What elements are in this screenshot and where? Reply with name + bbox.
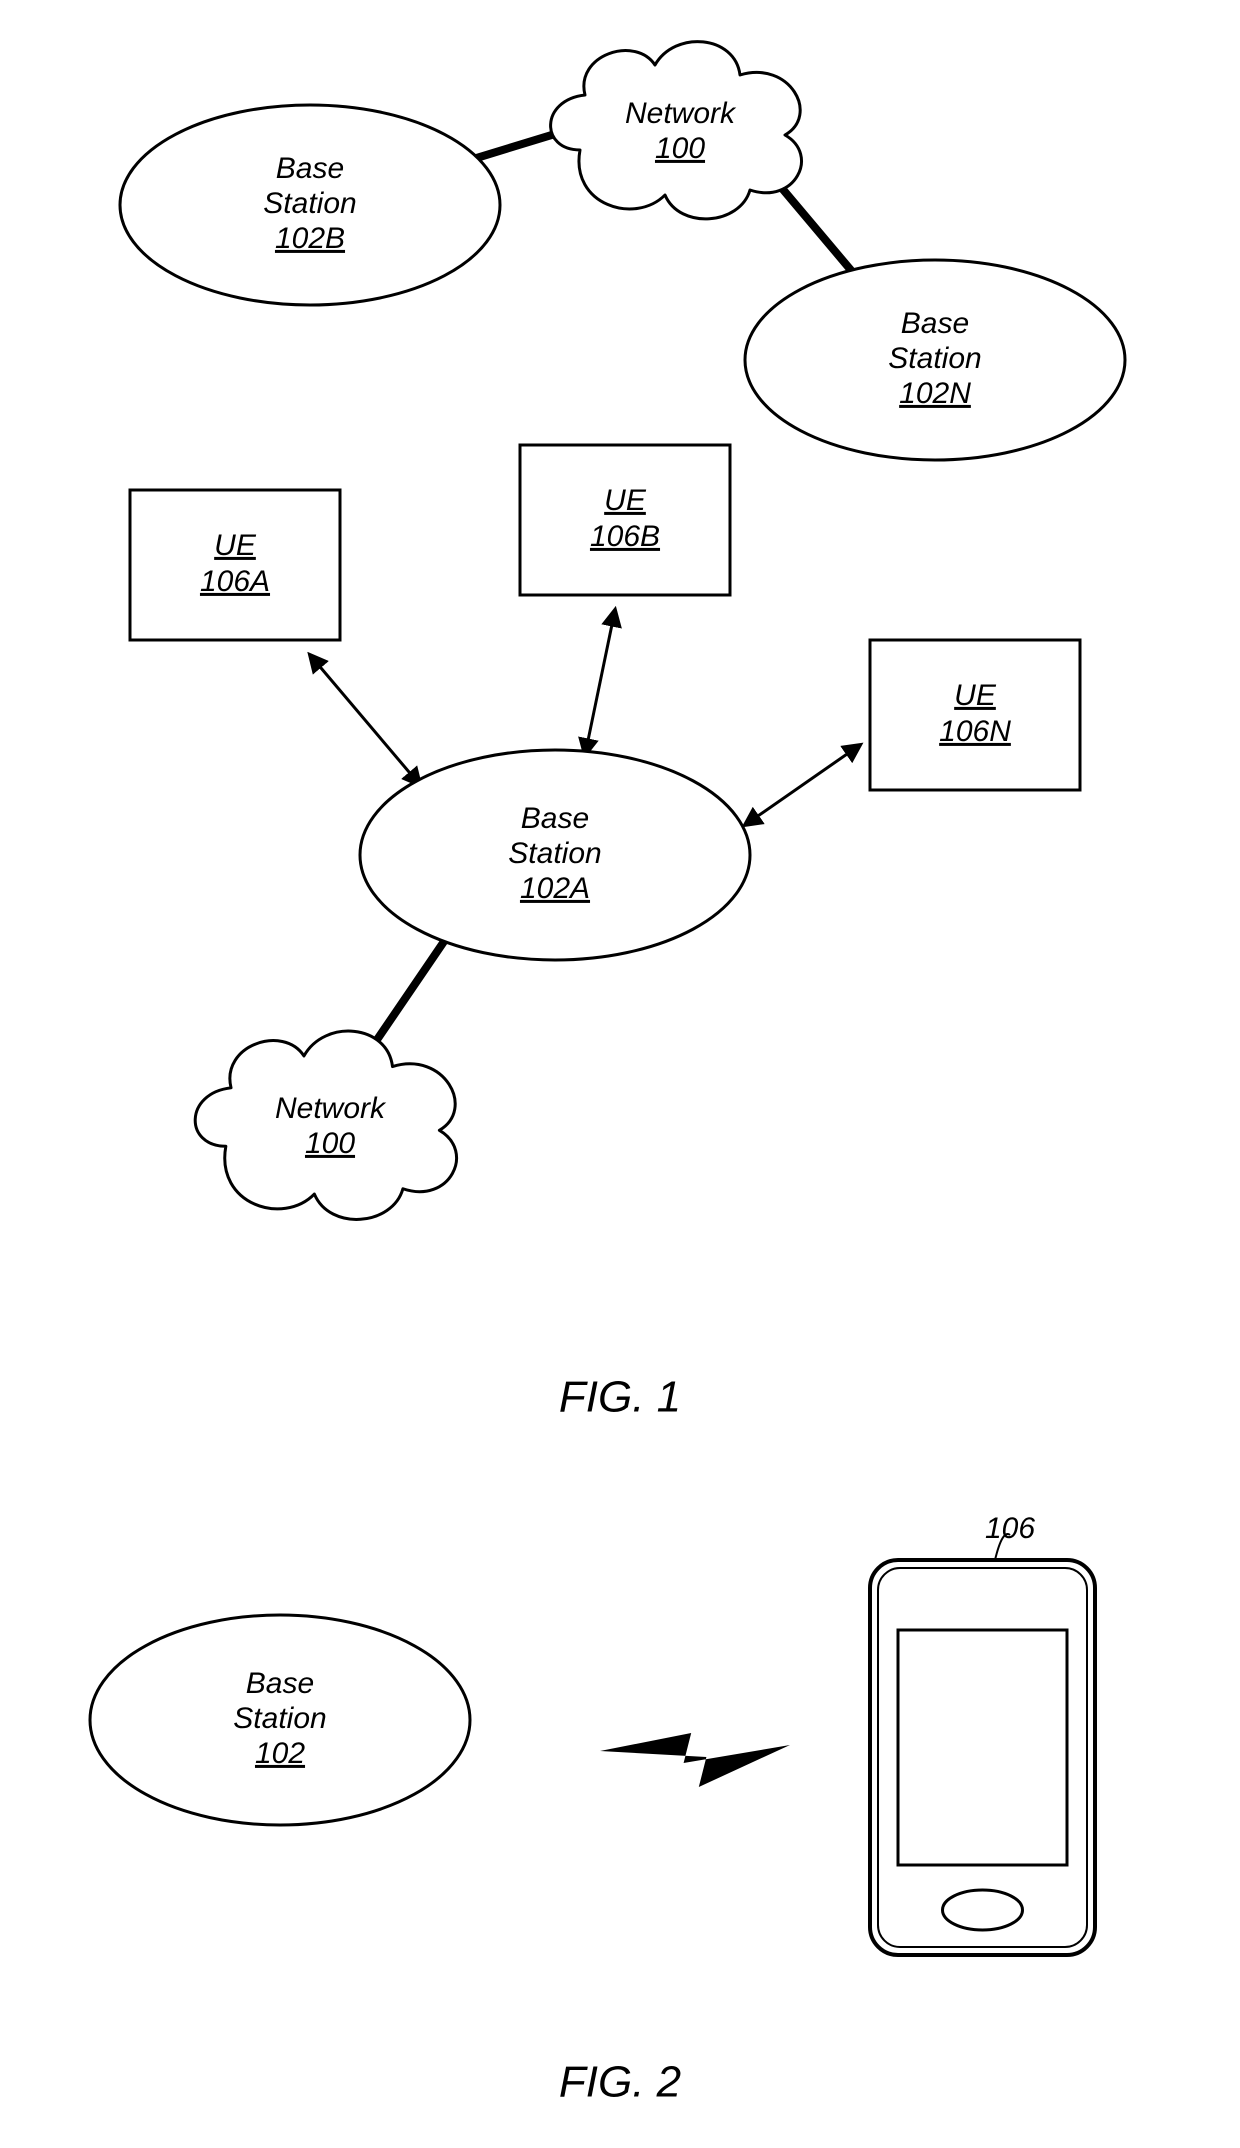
bs-102-l1: Base	[246, 1667, 314, 1700]
phone-screen	[898, 1630, 1067, 1865]
bs-102n-ref: 102N	[899, 377, 971, 410]
network-cloud-bottom	[195, 1031, 456, 1219]
bs-102a-ref: 102A	[520, 872, 590, 905]
wireless-link-arrow	[745, 745, 860, 825]
wireless-link-arrow	[310, 655, 420, 785]
network-cloud-top	[551, 42, 802, 219]
bs-102-l2: Station	[233, 1702, 326, 1735]
ue-106a-label: UE	[214, 529, 257, 562]
phone-ref: 106	[985, 1512, 1035, 1545]
fig2-caption: FIG. 2	[559, 2058, 681, 2107]
bs-102n-l1: Base	[901, 307, 969, 340]
bs-102b-l2: Station	[263, 187, 356, 220]
connector-thick	[775, 180, 855, 275]
wireless-link-arrow	[585, 610, 615, 755]
ue-106a-ref: 106A	[200, 565, 270, 598]
bs-102-ref: 102	[255, 1737, 305, 1770]
phone-home-button	[943, 1890, 1023, 1930]
ue-106b-ref: 106B	[590, 520, 660, 553]
connector-thick	[370, 940, 445, 1050]
network-bot-ref: 100	[305, 1127, 355, 1160]
bs-102b-ref: 102B	[275, 222, 345, 255]
ue-106n-ref: 106N	[939, 715, 1011, 748]
wireless-bolt-icon	[600, 1733, 790, 1787]
network-top-label: Network	[625, 97, 737, 130]
bs-102a-l2: Station	[508, 837, 601, 870]
ue-106b-label: UE	[604, 484, 647, 517]
bs-102n-l2: Station	[888, 342, 981, 375]
bs-102b-l1: Base	[276, 152, 344, 185]
network-top-ref: 100	[655, 132, 705, 165]
fig1-caption: FIG. 1	[559, 1373, 681, 1422]
ue-106n-label: UE	[954, 679, 997, 712]
bs-102a-l1: Base	[521, 802, 589, 835]
network-bot-label: Network	[275, 1092, 387, 1125]
